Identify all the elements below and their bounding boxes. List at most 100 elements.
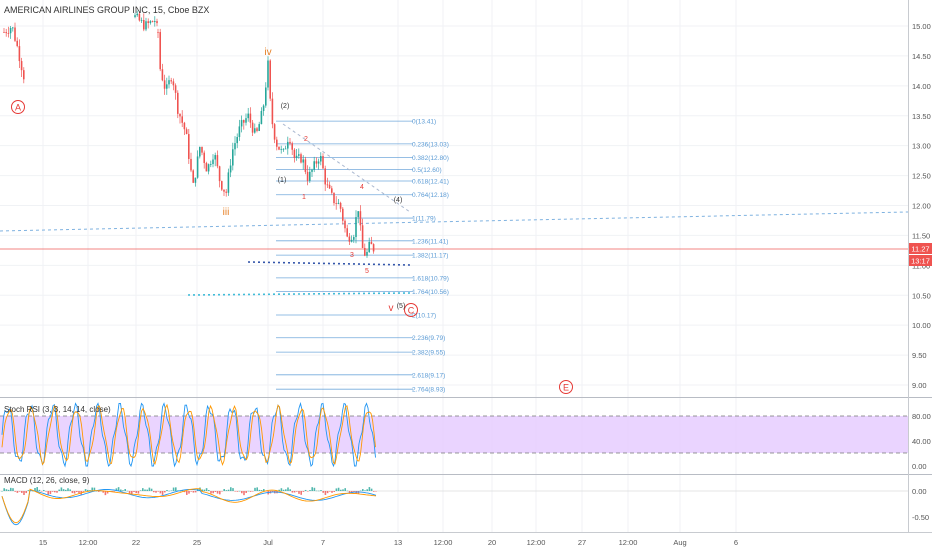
macd-histogram-bar [186, 491, 188, 495]
candle-body [278, 146, 280, 150]
fib-level-label: 2(10.17) [412, 312, 436, 319]
candle-body [20, 61, 23, 71]
macd-histogram-bar [373, 491, 375, 492]
macd-histogram-bar [311, 487, 313, 491]
candle-body [138, 13, 141, 21]
candle-body [143, 20, 145, 30]
macd-histogram-bar [43, 489, 45, 491]
macd-histogram-bar [324, 491, 327, 496]
price-axis[interactable]: 15.00 14.50 14.00 13.50 13.00 12.50 12.00 11.50… [912, 22, 931, 390]
macd-tick-label: 0.00 [912, 487, 927, 496]
wave-n1-label: 1 [302, 194, 306, 201]
macd-lines [1, 488, 377, 526]
macd-histogram-bar [153, 491, 155, 493]
macd-histogram-bar [179, 490, 181, 492]
macd-histogram-bar [278, 489, 280, 491]
candle-body [188, 134, 190, 159]
macd-histogram-bar [148, 487, 151, 491]
stoch-tick-label: 40.00 [912, 437, 931, 446]
wave-n5-label: 5 [365, 268, 369, 275]
macd-histogram-bar [10, 487, 12, 491]
price-tick-label: 15.00 [912, 22, 931, 31]
macd-panel[interactable]: MACD (12, 26, close, 9) [0, 476, 908, 526]
macd-histogram-bar [144, 489, 146, 491]
candle-body [194, 177, 197, 183]
macd-histogram-bar [221, 491, 223, 492]
macd-histogram-bar [65, 489, 67, 491]
candle-body [9, 28, 12, 34]
macd-histogram-bar [307, 491, 309, 492]
macd-histogram-bar [331, 491, 333, 493]
time-tick-label: 27 [578, 538, 586, 547]
macd-histogram-bar [135, 491, 137, 494]
candle-body [295, 155, 298, 159]
macd-histogram-bar [291, 491, 294, 493]
macd-histogram-bar [131, 491, 133, 494]
candle-body [346, 228, 348, 237]
chart-title: AMERICAN AIRLINES GROUP INC, 15, Cboe BZ… [4, 5, 209, 15]
wave-n4-label: 4 [360, 184, 364, 191]
candle-body [134, 15, 136, 18]
candle-body [210, 164, 212, 165]
fib-level-label: 1.618(10.79) [412, 275, 449, 282]
time-axis[interactable]: 15 12:00 22 25 Jul 7 13 12:00 20 12:00 27 12:00 Aug 6 [39, 538, 738, 547]
macd-histogram-bar [260, 490, 263, 491]
macd-histogram-bar [117, 487, 120, 491]
macd-histogram-bar [304, 489, 307, 491]
candle-body [291, 143, 293, 150]
macd-histogram-bar [280, 488, 283, 491]
candle-body [267, 60, 269, 88]
macd-histogram-bar [1, 491, 3, 492]
candle-body [320, 156, 322, 162]
wave-c-label: C [408, 306, 415, 316]
current-price-label: 11.27 [911, 245, 929, 254]
candle-body [309, 171, 311, 181]
macd-histogram-bar [216, 491, 219, 494]
candle-body [147, 21, 149, 23]
candle-body [322, 156, 324, 169]
fib-retracement[interactable]: 0(13.41) 0.236(13.03) 0.382(12.80) 0.5(12.6… [276, 119, 449, 394]
macd-histogram-bar [346, 490, 349, 492]
candle-body [174, 85, 177, 93]
price-tick-label: 12.00 [912, 202, 931, 211]
macd-histogram-bar [375, 491, 377, 492]
macd-histogram-bar [192, 491, 195, 493]
macd-histogram-bar [32, 490, 34, 492]
macd-histogram-bar [201, 489, 203, 491]
candle-body [183, 122, 186, 130]
stoch-tick-label: 0.00 [912, 462, 927, 471]
candle-body [342, 208, 344, 221]
macd-histogram-bar [366, 489, 368, 491]
candle-body [179, 113, 181, 117]
candles[interactable] [3, 10, 375, 258]
macd-histogram-bar [370, 488, 373, 491]
candle-body [304, 159, 307, 172]
candle-body [344, 220, 346, 229]
macd-histogram-bar [234, 491, 236, 492]
macd-histogram-bar [67, 488, 69, 491]
candle-body [289, 141, 291, 144]
time-tick-label: Aug [673, 538, 686, 547]
macd-histogram-bar [172, 487, 175, 491]
candle-body [328, 184, 331, 189]
macd-histogram-bar [236, 491, 239, 492]
candle-body [23, 70, 25, 80]
macd-histogram-bar [166, 490, 168, 491]
candle-body [136, 13, 138, 16]
candle-body [315, 161, 318, 164]
macd-histogram-bar [326, 491, 329, 494]
candle-body [366, 251, 368, 256]
candle-body [170, 80, 172, 82]
price-tick-label: 11.50 [912, 231, 930, 240]
stoch-rsi-panel[interactable]: Stoch RSI (3, 3, 14, 14, close) [0, 401, 908, 468]
candle-body [256, 128, 258, 131]
macd-histogram-bar [113, 491, 115, 492]
macd-histogram-bar [62, 489, 65, 491]
macd-histogram-bar [155, 491, 157, 493]
fib-level-label: 2.236(9.79) [412, 335, 445, 342]
macd-histogram-bar [51, 491, 54, 492]
macd-histogram-bar [29, 490, 32, 492]
macd-histogram-bar [364, 490, 366, 491]
